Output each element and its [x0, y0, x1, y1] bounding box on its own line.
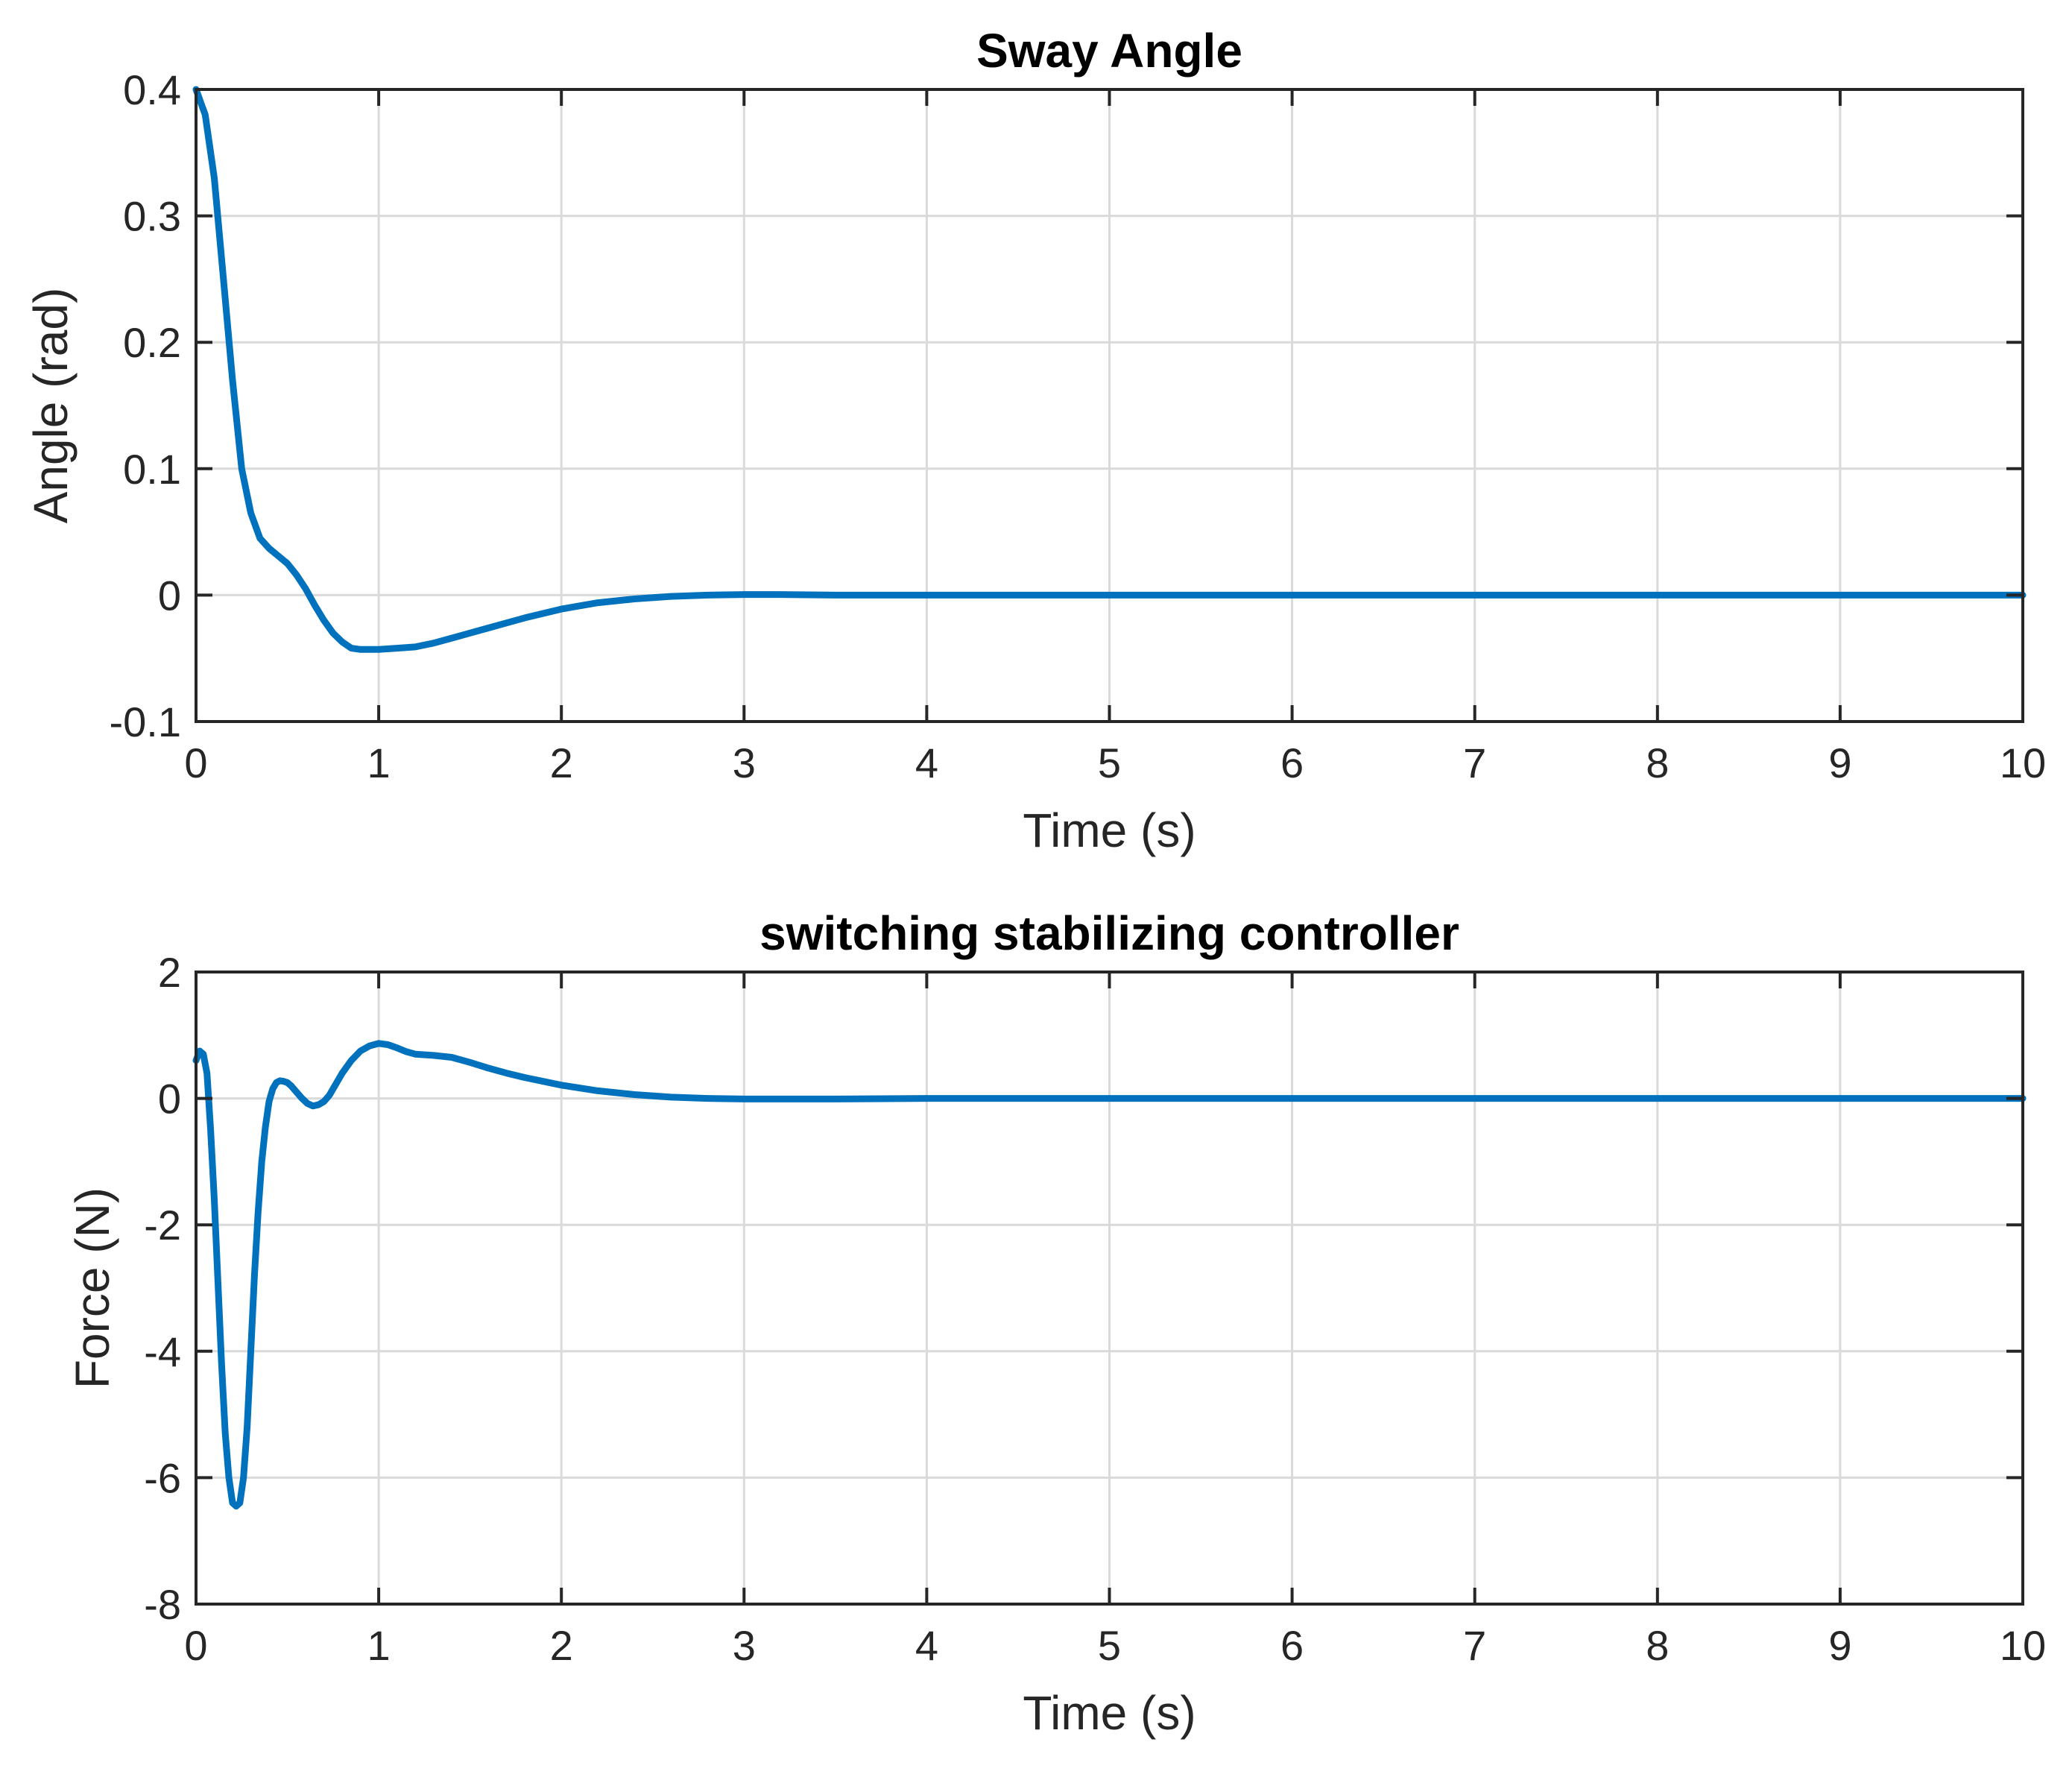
x-tick-label: 10	[2000, 739, 2046, 786]
x-tick-label: 10	[2000, 1622, 2046, 1669]
plot-sway-angle: 0 1 2 3 4 5 6 7 8 9 10 -0.100.10.20.30.4 Sway Angl…	[24, 24, 2046, 857]
series-lines	[192, 86, 2027, 653]
y-tick-label: -4	[144, 1328, 181, 1375]
y-tick-label: -8	[144, 1581, 181, 1628]
x-axis-label: Time (s)	[1023, 804, 1195, 857]
y-tick-labels: -0.1 0 0.1 0.2 0.3 0.4	[110, 66, 182, 745]
x-tick-label: 1	[367, 739, 391, 786]
plot-switching-controller: 0 1 2 3 4 5 6 7 8 9 10 -8 -6 -4 -2 0 2 switching stabil…	[66, 906, 2046, 1740]
series-line-1	[192, 86, 2027, 653]
x-tick-labels: 0 1 2 3 4 5 6 7 8 9 10	[184, 1622, 2046, 1669]
tick-marks	[195, 88, 2024, 723]
y-tick-label: -0.1	[110, 698, 182, 745]
x-tick-label: 4	[915, 1622, 938, 1669]
y-tick-label: 0.4	[123, 66, 181, 113]
y-tick-labels: -8 -6 -4 -2 0 2	[144, 949, 181, 1628]
x-tick-label: 9	[1828, 739, 1851, 786]
x-tick-label: 6	[1280, 1622, 1304, 1669]
x-tick-label: 4	[915, 739, 938, 786]
y-tick-label: 0	[158, 572, 181, 619]
chart-title: Sway Angle	[976, 24, 1242, 78]
y-axis-label: Angle (rad)	[24, 288, 78, 524]
x-tick-label: 9	[1828, 1622, 1851, 1669]
x-tick-label: 5	[1098, 739, 1121, 786]
x-tick-label: 8	[1646, 739, 1669, 786]
x-tick-label: 5	[1098, 1622, 1121, 1669]
x-tick-label: 1	[367, 1622, 391, 1669]
x-axis-label: Time (s)	[1023, 1686, 1195, 1740]
series-lines	[192, 1040, 2027, 1510]
y-tick-label: -2	[144, 1202, 181, 1249]
chart-title: switching stabilizing controller	[759, 906, 1459, 960]
series-line-1	[192, 1040, 2027, 1510]
x-tick-labels: 0 1 2 3 4 5 6 7 8 9 10	[184, 739, 2046, 786]
grid-lines	[196, 972, 2023, 1604]
x-tick-label: 7	[1463, 1622, 1486, 1669]
x-tick-label: 2	[550, 1622, 573, 1669]
x-tick-label: 3	[733, 1622, 756, 1669]
y-tick-label: 0.3	[123, 193, 181, 240]
x-tick-label: 0	[184, 739, 207, 786]
x-tick-label: 6	[1280, 739, 1304, 786]
y-tick-label: -6	[144, 1454, 181, 1501]
x-tick-label: 2	[550, 739, 573, 786]
y-tick-label: 0.1	[123, 446, 181, 493]
y-tick-label: 0.2	[123, 319, 181, 366]
y-axis-label: Force (N)	[66, 1187, 119, 1389]
x-tick-label: 0	[184, 1622, 207, 1669]
x-tick-label: 8	[1646, 1622, 1669, 1669]
tick-marks	[195, 971, 2024, 1606]
x-tick-label: 3	[733, 739, 756, 786]
y-tick-label: 2	[158, 949, 181, 996]
y-tick-label: 0	[158, 1076, 181, 1123]
x-tick-label: 7	[1463, 739, 1486, 786]
